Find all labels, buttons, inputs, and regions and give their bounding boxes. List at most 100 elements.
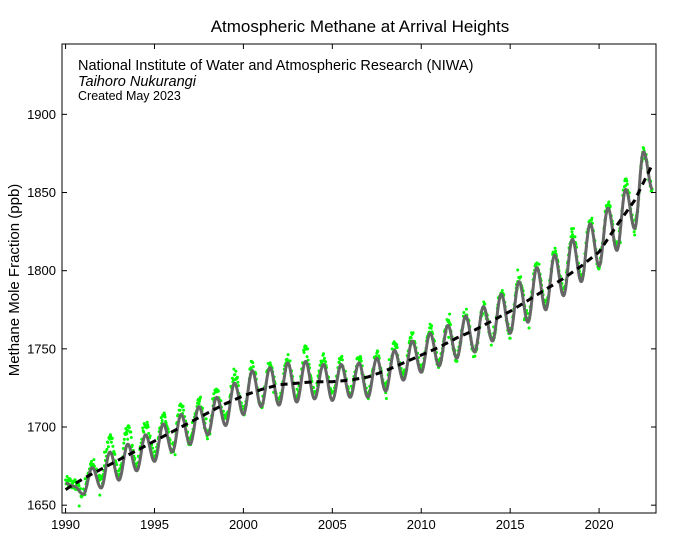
observation-point bbox=[608, 204, 612, 208]
observation-point bbox=[384, 397, 388, 400]
observation-point bbox=[234, 369, 238, 373]
observation-point bbox=[105, 447, 109, 451]
observation-point bbox=[98, 493, 102, 497]
observation-point bbox=[607, 200, 611, 204]
observation-point bbox=[305, 355, 309, 359]
observation-point bbox=[295, 387, 299, 391]
observation-point bbox=[204, 417, 208, 421]
observation-point bbox=[462, 311, 466, 314]
observation-point bbox=[129, 436, 133, 439]
observation-point bbox=[106, 445, 110, 449]
observation-point bbox=[429, 326, 433, 330]
annotation-maori-name: Taihoro Nukurangi bbox=[78, 74, 197, 90]
observation-point bbox=[554, 249, 558, 253]
observation-point bbox=[302, 351, 306, 354]
observation-point bbox=[340, 358, 344, 362]
annotation-institute: National Institute of Water and Atmosphe… bbox=[78, 58, 473, 74]
observation-point bbox=[448, 312, 452, 316]
observation-point bbox=[163, 415, 167, 419]
annotation-created-date: Created May 2023 bbox=[78, 89, 181, 103]
plot-frame bbox=[61, 43, 657, 514]
y-tick-label: 1900 bbox=[27, 107, 56, 122]
axes-layer: 1990 1995 2000 2005 2010 2015 2020 1650 1700 1750… bbox=[27, 44, 656, 532]
observation-point bbox=[455, 359, 459, 363]
observation-point bbox=[286, 353, 290, 357]
y-tick-label: 1700 bbox=[27, 420, 56, 435]
observation-point bbox=[387, 358, 391, 362]
observation-point bbox=[146, 425, 150, 429]
observation-point bbox=[206, 437, 209, 441]
observation-point bbox=[216, 389, 220, 393]
observation-point bbox=[500, 289, 504, 292]
trend-line bbox=[64, 163, 654, 491]
observation-point bbox=[70, 479, 73, 483]
observation-point bbox=[77, 484, 81, 488]
observation-point bbox=[151, 446, 155, 450]
observation-point bbox=[625, 182, 629, 186]
observation-point bbox=[642, 147, 646, 151]
observation-point bbox=[395, 343, 399, 347]
observation-point bbox=[90, 459, 93, 463]
observation-point bbox=[148, 434, 152, 438]
observation-point bbox=[159, 416, 163, 420]
observation-point bbox=[324, 360, 327, 364]
observation-point bbox=[142, 430, 146, 434]
observation-point bbox=[633, 233, 637, 237]
y-tick-label: 1850 bbox=[27, 185, 56, 200]
observation-point bbox=[322, 352, 325, 356]
observation-point bbox=[141, 426, 145, 430]
observation-point bbox=[127, 426, 131, 430]
observation-point bbox=[285, 357, 289, 361]
observation-point bbox=[537, 262, 541, 266]
x-tick-label: 1990 bbox=[51, 517, 80, 532]
observation-point bbox=[553, 246, 557, 250]
observation-point bbox=[92, 458, 96, 462]
observation-point bbox=[359, 359, 363, 363]
observation-point bbox=[447, 335, 451, 339]
observation-point bbox=[173, 453, 177, 457]
observation-point bbox=[198, 399, 201, 403]
observation-point bbox=[632, 230, 636, 234]
observation-point bbox=[178, 408, 182, 412]
observation-point bbox=[121, 447, 125, 450]
observation-point bbox=[126, 437, 130, 441]
observation-point bbox=[77, 504, 81, 508]
observation-point bbox=[483, 302, 487, 306]
observation-point bbox=[304, 345, 308, 348]
observation-point bbox=[110, 436, 114, 440]
observation-point bbox=[464, 307, 468, 311]
observation-point bbox=[340, 354, 344, 358]
observation-point bbox=[573, 235, 577, 239]
x-tick-label: 2015 bbox=[496, 517, 525, 532]
observation-point bbox=[411, 331, 415, 335]
observation-point bbox=[572, 227, 575, 230]
observation-point bbox=[288, 359, 292, 363]
y-tick-label: 1800 bbox=[27, 263, 56, 278]
observation-point bbox=[68, 477, 72, 481]
observation-point bbox=[113, 452, 117, 456]
observation-point bbox=[430, 324, 434, 328]
observation-point bbox=[147, 431, 151, 435]
observation-point bbox=[83, 477, 87, 481]
observation-point bbox=[129, 430, 133, 434]
chart-title: Atmospheric Methane at Arrival Heights bbox=[211, 17, 510, 36]
observation-point bbox=[359, 356, 363, 360]
observation-point bbox=[233, 373, 237, 377]
observation-point bbox=[106, 441, 110, 444]
observation-point bbox=[182, 408, 186, 412]
observation-point bbox=[125, 432, 129, 436]
observation-point bbox=[516, 268, 520, 272]
y-tick-label: 1650 bbox=[27, 498, 56, 513]
observation-point bbox=[211, 397, 215, 401]
observation-point bbox=[232, 367, 236, 371]
observation-point bbox=[115, 463, 119, 467]
x-tick-label: 1995 bbox=[140, 517, 169, 532]
data-layer bbox=[64, 146, 654, 508]
x-tick-label: 2005 bbox=[318, 517, 347, 532]
observation-point bbox=[625, 179, 629, 183]
observation-point bbox=[508, 336, 512, 340]
observation-point bbox=[145, 420, 149, 424]
observation-point bbox=[73, 478, 77, 482]
observation-point bbox=[212, 392, 216, 396]
